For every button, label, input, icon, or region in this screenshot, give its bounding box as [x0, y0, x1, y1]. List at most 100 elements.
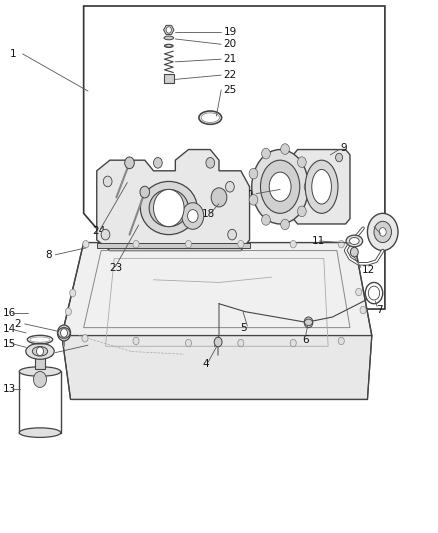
- Circle shape: [133, 240, 139, 248]
- Circle shape: [261, 215, 270, 225]
- Text: 21: 21: [223, 54, 237, 64]
- Text: 18: 18: [201, 209, 215, 220]
- Circle shape: [70, 289, 76, 297]
- Ellipse shape: [346, 235, 363, 247]
- Text: 8: 8: [45, 250, 52, 260]
- Circle shape: [338, 337, 344, 345]
- Circle shape: [249, 168, 258, 179]
- Circle shape: [356, 288, 362, 296]
- Circle shape: [281, 144, 290, 155]
- Circle shape: [185, 340, 191, 347]
- Text: 24: 24: [92, 226, 106, 236]
- Text: 11: 11: [311, 236, 325, 246]
- Circle shape: [211, 188, 227, 207]
- Circle shape: [238, 240, 244, 248]
- Circle shape: [290, 240, 296, 248]
- Circle shape: [249, 195, 258, 205]
- Circle shape: [133, 337, 139, 345]
- Ellipse shape: [32, 346, 48, 356]
- Circle shape: [379, 228, 386, 236]
- Circle shape: [338, 240, 344, 248]
- Text: 7: 7: [376, 305, 383, 315]
- Circle shape: [365, 282, 383, 304]
- Circle shape: [60, 329, 67, 337]
- Ellipse shape: [252, 150, 308, 224]
- Circle shape: [336, 154, 343, 162]
- Ellipse shape: [141, 181, 197, 235]
- Circle shape: [206, 158, 215, 168]
- Text: 15: 15: [3, 338, 16, 349]
- Circle shape: [350, 247, 358, 257]
- Text: 23: 23: [109, 263, 122, 272]
- Circle shape: [304, 181, 313, 192]
- Ellipse shape: [19, 367, 61, 376]
- Text: 20: 20: [223, 39, 237, 49]
- Bar: [163, 74, 174, 83]
- Ellipse shape: [350, 238, 359, 245]
- Text: 3: 3: [46, 349, 53, 359]
- Ellipse shape: [26, 343, 54, 359]
- Text: 13: 13: [3, 384, 16, 394]
- Circle shape: [166, 27, 171, 33]
- Circle shape: [214, 337, 222, 347]
- Ellipse shape: [58, 328, 70, 338]
- Polygon shape: [163, 26, 174, 35]
- Circle shape: [228, 229, 237, 240]
- Ellipse shape: [269, 172, 291, 201]
- Ellipse shape: [261, 160, 300, 213]
- Text: 6: 6: [302, 335, 309, 345]
- Circle shape: [187, 209, 198, 222]
- Circle shape: [368, 286, 380, 300]
- Circle shape: [57, 325, 71, 341]
- Circle shape: [297, 206, 306, 217]
- Polygon shape: [62, 243, 372, 336]
- Polygon shape: [97, 243, 250, 248]
- Text: 14: 14: [3, 324, 16, 334]
- Text: 16: 16: [3, 308, 16, 318]
- Ellipse shape: [19, 428, 61, 438]
- Circle shape: [261, 148, 270, 159]
- Text: 5: 5: [240, 322, 247, 333]
- Text: 4: 4: [202, 359, 209, 369]
- Ellipse shape: [312, 169, 332, 204]
- Ellipse shape: [305, 160, 338, 213]
- Text: 19: 19: [223, 27, 237, 37]
- Circle shape: [65, 308, 71, 316]
- Circle shape: [360, 306, 366, 314]
- Circle shape: [226, 181, 234, 192]
- Text: 25: 25: [223, 85, 237, 95]
- Circle shape: [82, 335, 88, 342]
- Ellipse shape: [149, 189, 188, 227]
- Circle shape: [33, 372, 46, 387]
- Circle shape: [238, 340, 244, 347]
- Text: 22: 22: [223, 70, 237, 80]
- Circle shape: [125, 157, 134, 168]
- Polygon shape: [293, 150, 350, 224]
- Text: 12: 12: [362, 265, 375, 274]
- Circle shape: [83, 240, 89, 248]
- Circle shape: [374, 221, 392, 243]
- Polygon shape: [84, 6, 385, 309]
- Ellipse shape: [164, 36, 173, 40]
- Circle shape: [304, 317, 313, 328]
- Polygon shape: [97, 150, 250, 251]
- Text: 17: 17: [247, 190, 261, 200]
- Circle shape: [140, 186, 150, 198]
- Circle shape: [101, 229, 110, 240]
- Circle shape: [153, 158, 162, 168]
- Circle shape: [153, 189, 184, 227]
- Circle shape: [182, 203, 204, 229]
- Circle shape: [281, 219, 290, 230]
- Text: 1: 1: [10, 49, 16, 59]
- Circle shape: [367, 213, 398, 251]
- Text: 10: 10: [371, 219, 384, 229]
- Bar: [19, 372, 61, 433]
- Circle shape: [185, 240, 191, 248]
- Polygon shape: [62, 336, 372, 399]
- Circle shape: [36, 347, 43, 356]
- Circle shape: [103, 176, 112, 187]
- Circle shape: [297, 157, 306, 167]
- Text: 2: 2: [14, 319, 21, 329]
- Circle shape: [290, 340, 296, 347]
- Bar: [35, 357, 45, 369]
